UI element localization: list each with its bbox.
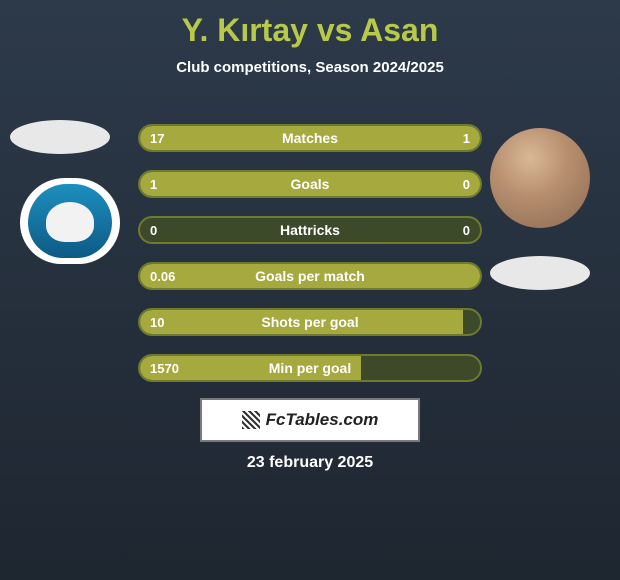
stat-value-left: 10 [150,310,164,334]
stat-value-left: 0 [150,218,157,242]
stat-value-right: 0 [463,218,470,242]
stat-row: Hattricks0 0 [138,216,482,244]
stat-value-right: 1 [463,126,470,150]
stat-row: Matches17 1 [138,124,482,152]
stat-row: Goals1 0 [138,170,482,198]
club-badge-inner [28,184,112,258]
player-left-shadow [10,120,110,154]
club-badge-left [20,178,120,264]
comparison-title: Y. Kırtay vs Asan [0,0,620,49]
stats-bars: Matches171Goals10Hattricks00Goals per ma… [138,124,482,400]
player-right-avatar [490,128,590,228]
stat-label: Hattricks [140,218,480,242]
stat-value-right: 0 [463,172,470,196]
stat-label: Matches [140,126,480,150]
stat-row: Shots per goal10 [138,308,482,336]
stat-label: Min per goal [140,356,480,380]
player-right-shadow [490,256,590,290]
club-badge-emblem [46,202,94,242]
stat-value-left: 17 [150,126,164,150]
stat-value-left: 1 [150,172,157,196]
brand-icon [242,411,260,429]
stat-value-left: 0.06 [150,264,175,288]
comparison-date: 23 february 2025 [0,454,620,472]
stat-value-left: 1570 [150,356,179,380]
stat-label: Shots per goal [140,310,480,334]
brand-attribution: FcTables.com [200,398,420,442]
stat-row: Goals per match0.06 [138,262,482,290]
stat-row: Min per goal1570 [138,354,482,382]
stat-label: Goals [140,172,480,196]
brand-label: FcTables.com [266,410,379,430]
comparison-subtitle: Club competitions, Season 2024/2025 [0,49,620,76]
stat-label: Goals per match [140,264,480,288]
